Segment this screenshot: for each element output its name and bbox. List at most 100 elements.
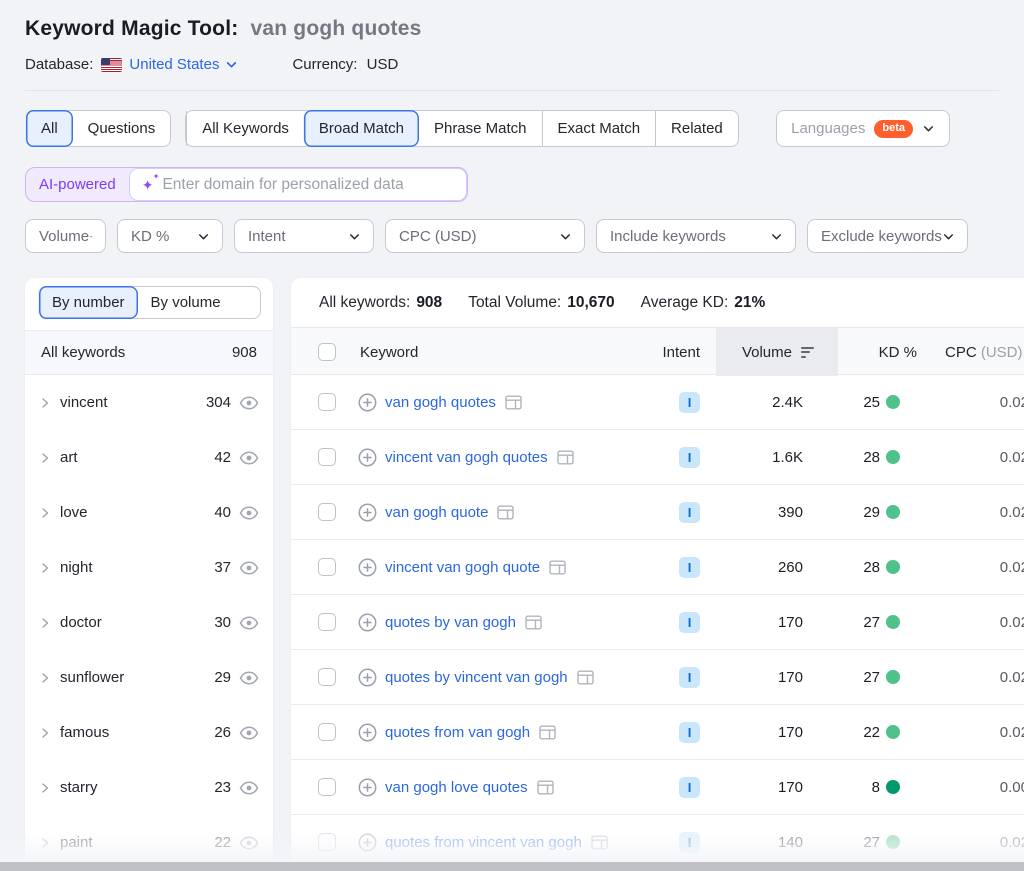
keyword-link[interactable]: van gogh quotes bbox=[385, 393, 496, 411]
add-to-list-icon[interactable] bbox=[358, 668, 377, 687]
serp-features-icon[interactable] bbox=[497, 505, 515, 520]
horizontal-scrollbar[interactable] bbox=[0, 862, 1024, 871]
filter-dropdown[interactable]: KD % bbox=[117, 219, 223, 253]
row-checkbox[interactable] bbox=[318, 393, 336, 411]
add-to-list-icon[interactable] bbox=[358, 503, 377, 522]
filter-dropdown[interactable]: Volume bbox=[25, 219, 106, 253]
chevron-right-icon[interactable] bbox=[39, 397, 51, 409]
eye-icon[interactable] bbox=[239, 780, 259, 795]
all-keywords-row[interactable]: All keywords 908 bbox=[25, 330, 273, 375]
chevron-right-icon[interactable] bbox=[39, 672, 51, 684]
eye-icon[interactable] bbox=[239, 725, 259, 740]
add-to-list-icon[interactable] bbox=[358, 393, 377, 412]
intent-column-header[interactable]: Intent bbox=[662, 343, 700, 361]
tab-question-filter[interactable]: Questions bbox=[72, 111, 171, 146]
sort-toggle-option[interactable]: By number bbox=[38, 286, 138, 319]
tab-match-type[interactable]: Exact Match bbox=[541, 111, 656, 146]
keyword-group-item[interactable]: famous 26 bbox=[25, 705, 273, 760]
intent-cell: I bbox=[648, 611, 700, 633]
all-keywords-label: All keywords bbox=[41, 344, 126, 361]
add-to-list-icon[interactable] bbox=[358, 778, 377, 797]
add-to-list-icon[interactable] bbox=[358, 613, 377, 632]
tab-match-type[interactable]: Related bbox=[655, 111, 738, 146]
keyword-link[interactable]: quotes from van gogh bbox=[385, 723, 531, 741]
row-checkbox[interactable] bbox=[318, 723, 336, 741]
serp-features-icon[interactable] bbox=[536, 780, 554, 795]
add-to-list-icon[interactable] bbox=[358, 448, 377, 467]
add-to-list-icon[interactable] bbox=[358, 558, 377, 577]
row-checkbox[interactable] bbox=[318, 503, 336, 521]
chevron-right-icon[interactable] bbox=[39, 837, 51, 849]
chevron-right-icon[interactable] bbox=[39, 562, 51, 574]
filter-dropdown[interactable]: CPC (USD) bbox=[385, 219, 585, 253]
cpc-column-header[interactable]: CPC (USD) bbox=[938, 344, 1024, 361]
kd-difficulty-dot bbox=[886, 615, 900, 629]
keyword-link[interactable]: van gogh quote bbox=[385, 503, 489, 521]
kd-value: 25 bbox=[863, 393, 880, 411]
row-checkbox[interactable] bbox=[318, 448, 336, 466]
sort-toggle-option[interactable]: By volume bbox=[137, 287, 234, 318]
filter-dropdown[interactable]: Include keywords bbox=[596, 219, 796, 253]
volume-column-header[interactable]: Volume bbox=[716, 328, 838, 376]
eye-icon[interactable] bbox=[239, 560, 259, 575]
keyword-link[interactable]: van gogh love quotes bbox=[385, 778, 528, 796]
languages-dropdown[interactable]: Languages beta bbox=[776, 110, 950, 147]
kd-value: 27 bbox=[863, 613, 880, 631]
serp-features-icon[interactable] bbox=[505, 395, 522, 410]
eye-icon[interactable] bbox=[239, 505, 259, 520]
eye-icon[interactable] bbox=[239, 615, 259, 630]
chevron-right-icon[interactable] bbox=[39, 617, 51, 629]
database-selector[interactable]: United States bbox=[129, 56, 238, 73]
group-count: 26 bbox=[214, 724, 231, 741]
volume-header-label: Volume bbox=[741, 343, 792, 361]
eye-icon[interactable] bbox=[239, 395, 259, 410]
row-checkbox[interactable] bbox=[318, 778, 336, 796]
chevron-right-icon[interactable] bbox=[39, 452, 51, 464]
tab-question-filter[interactable]: All bbox=[25, 110, 73, 147]
keyword-link[interactable]: quotes by vincent van gogh bbox=[385, 668, 568, 686]
keyword-group-item[interactable]: love 40 bbox=[25, 485, 273, 540]
serp-features-icon[interactable] bbox=[576, 670, 594, 685]
row-checkbox[interactable] bbox=[318, 558, 336, 576]
kd-column-header[interactable]: KD % bbox=[878, 343, 917, 361]
keyword-group-item[interactable]: sunflower 29 bbox=[25, 650, 273, 705]
keyword-group-item[interactable]: starry 23 bbox=[25, 760, 273, 815]
serp-features-icon[interactable] bbox=[591, 835, 608, 850]
eye-icon[interactable] bbox=[239, 835, 259, 850]
keyword-link[interactable]: quotes from vincent van gogh bbox=[385, 833, 582, 851]
row-checkbox[interactable] bbox=[318, 613, 336, 631]
select-all-checkbox[interactable] bbox=[318, 343, 336, 361]
tab-match-type[interactable]: Broad Match bbox=[302, 110, 419, 147]
domain-input-zone[interactable]: ✦ bbox=[128, 168, 467, 201]
serp-features-icon[interactable] bbox=[556, 450, 574, 465]
serp-features-icon[interactable] bbox=[525, 615, 542, 630]
row-checkbox[interactable] bbox=[318, 668, 336, 686]
keyword-group-item[interactable]: art 42 bbox=[25, 430, 273, 485]
add-to-list-icon[interactable] bbox=[358, 833, 377, 852]
domain-input[interactable] bbox=[162, 175, 454, 194]
filter-dropdown[interactable]: Intent bbox=[234, 219, 374, 253]
kd-cell: 29 bbox=[838, 504, 938, 521]
keyword-group-item[interactable]: night 37 bbox=[25, 540, 273, 595]
chevron-right-icon[interactable] bbox=[39, 507, 51, 519]
sidebar-toggle-wrap: By number By volume bbox=[25, 278, 273, 330]
eye-icon[interactable] bbox=[239, 670, 259, 685]
keyword-link[interactable]: quotes by van gogh bbox=[385, 613, 516, 631]
tab-match-type[interactable]: All Keywords bbox=[186, 111, 304, 146]
eye-icon[interactable] bbox=[239, 450, 259, 465]
tab-label: Questions bbox=[87, 120, 156, 137]
sparkles-icon: ✦ bbox=[142, 173, 159, 192]
filter-dropdown[interactable]: Exclude keywords bbox=[807, 219, 968, 253]
keyword-link[interactable]: vincent van gogh quotes bbox=[385, 448, 548, 466]
row-checkbox[interactable] bbox=[318, 833, 336, 851]
keyword-group-item[interactable]: vincent 304 bbox=[25, 375, 273, 430]
serp-features-icon[interactable] bbox=[549, 560, 566, 575]
chevron-right-icon[interactable] bbox=[39, 782, 51, 794]
keyword-link[interactable]: vincent van gogh quote bbox=[385, 558, 541, 576]
add-to-list-icon[interactable] bbox=[358, 723, 377, 742]
filter-label: Include keywords bbox=[610, 227, 726, 245]
keyword-group-item[interactable]: doctor 30 bbox=[25, 595, 273, 650]
serp-features-icon[interactable] bbox=[539, 725, 556, 740]
chevron-right-icon[interactable] bbox=[39, 727, 51, 739]
tab-match-type[interactable]: Phrase Match bbox=[418, 111, 542, 146]
